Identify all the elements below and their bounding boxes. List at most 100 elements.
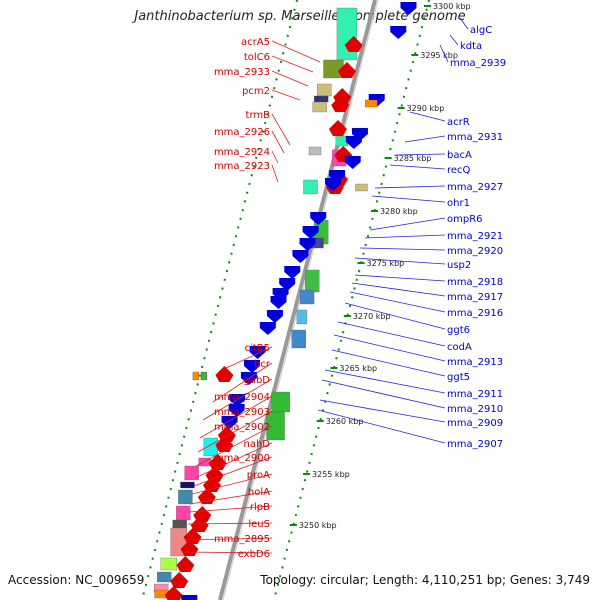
left-gene-label: mma_2900 [214, 453, 270, 464]
right-label-leader [359, 247, 446, 251]
right-label-leader [369, 217, 446, 231]
kbp-tick-label: 3285 kbp [394, 154, 432, 163]
right-gene-label: mma_2913 [447, 357, 503, 368]
gene-block [305, 269, 320, 293]
topology-value: circular [320, 573, 365, 587]
forward-gene-arrow [249, 346, 266, 359]
right-label-leader [324, 369, 446, 394]
accession-value: NC_009659 [75, 573, 145, 587]
left-label-leader [191, 473, 273, 495]
right-label-leader [331, 349, 446, 377]
left-label-leader [225, 346, 273, 369]
genes-label: Genes: [509, 573, 552, 587]
genome-summary: Topology: circular; Length: 4,110,251 bp… [260, 573, 590, 587]
accession-info: Accession: NC_009659 [8, 573, 144, 587]
right-gene-label: acrR [447, 117, 470, 128]
forward-gene-arrow [292, 250, 309, 263]
right-gene-label: mma_2918 [447, 277, 503, 288]
left-gene-label: mma_2933 [214, 67, 270, 78]
gene-block [291, 329, 306, 349]
right-label-leader [394, 153, 446, 156]
gene-block [308, 146, 322, 156]
right-label-leader [349, 291, 446, 313]
gene-block [296, 309, 308, 325]
right-gene-label: codA [447, 342, 472, 353]
left-label-leader [271, 130, 285, 154]
right-label-leader [351, 282, 446, 297]
right-label-leader [337, 321, 446, 347]
right-label-leader [439, 44, 449, 63]
left-label-leader [189, 490, 273, 505]
gene-block [271, 391, 290, 413]
forward-gene-arrow [266, 310, 283, 323]
right-gene-label: mma_2916 [447, 308, 503, 319]
accession-label: Accession: [8, 573, 72, 587]
right-gene-label: mma_2917 [447, 292, 503, 303]
forward-gene-arrow [272, 288, 289, 301]
reverse-gene-arrow [331, 96, 350, 112]
right-label-leader [321, 379, 446, 409]
left-gene-label: mma_2895 [214, 534, 270, 545]
right-gene-label: mma_2939 [450, 58, 506, 69]
right-gene-label: ohr1 [447, 198, 470, 209]
forward-gene-arrow [299, 238, 316, 251]
left-label-leader [271, 89, 301, 101]
left-gene-label: mma_2903 [214, 407, 270, 418]
right-label-leader [404, 135, 446, 143]
kbp-tick-label: 3265 kbp [339, 364, 377, 373]
right-label-leader [409, 111, 446, 122]
right-label-leader [364, 234, 446, 239]
right-gene-label: mma_2931 [447, 132, 503, 143]
right-label-leader [333, 334, 446, 362]
right-gene-label: mma_2910 [447, 404, 503, 415]
right-gene-label: mma_2909 [447, 418, 503, 429]
right-gene-label: ggt5 [447, 372, 470, 383]
left-gene-label: gabD [243, 375, 270, 386]
left-label-leader [197, 410, 273, 453]
gene-block [184, 465, 199, 481]
reverse-gene-arrow [164, 586, 183, 600]
left-gene-label: bcr [254, 359, 271, 370]
left-label-leader [187, 522, 273, 525]
forward-gene-arrow [310, 212, 327, 225]
right-label-leader [374, 185, 446, 189]
left-label-leader [183, 551, 273, 554]
kbp-tick-label: 3280 kbp [380, 207, 418, 216]
gene-block [176, 505, 191, 521]
right-gene-label: ggt6 [447, 325, 470, 336]
genes-value: 3,749 [555, 573, 590, 587]
gene-block [178, 489, 193, 505]
reverse-gene-arrow [176, 556, 195, 572]
left-label-leader [202, 378, 273, 421]
right-gene-label: mma_2921 [447, 231, 503, 242]
right-gene-label: ompR6 [447, 214, 483, 225]
forward-gene-arrow [344, 156, 361, 169]
right-label-leader [459, 17, 469, 30]
gene-block [160, 557, 178, 571]
feature-layer [153, 2, 417, 600]
forward-gene-arrow [221, 416, 238, 429]
gene-block [200, 371, 208, 381]
forward-gene-arrow [302, 226, 319, 239]
kbp-tick-label: 3260 kbp [326, 417, 364, 426]
reverse-gene-arrow [337, 62, 356, 78]
forward-gene-arrow [181, 595, 198, 600]
left-gene-label: mma_2904 [214, 392, 270, 403]
right-label-leader [319, 399, 446, 423]
right-label-leader [344, 302, 446, 330]
left-label-leader [271, 150, 279, 164]
left-label-leader [194, 442, 273, 479]
forward-gene-arrow [325, 178, 342, 191]
right-label-leader [371, 195, 446, 203]
gene-block [303, 179, 318, 195]
left-gene-label: citB5 [245, 343, 270, 354]
forward-gene-arrow [259, 322, 276, 335]
gene-block [312, 101, 327, 113]
left-gene-label: acrA5 [241, 37, 270, 48]
left-gene-label: mma_2924 [214, 147, 270, 158]
kbp-tick-label: 3255 kbp [312, 470, 350, 479]
left-gene-label: mma_2926 [214, 127, 270, 138]
length-value: 4,110,251 bp [421, 573, 502, 587]
